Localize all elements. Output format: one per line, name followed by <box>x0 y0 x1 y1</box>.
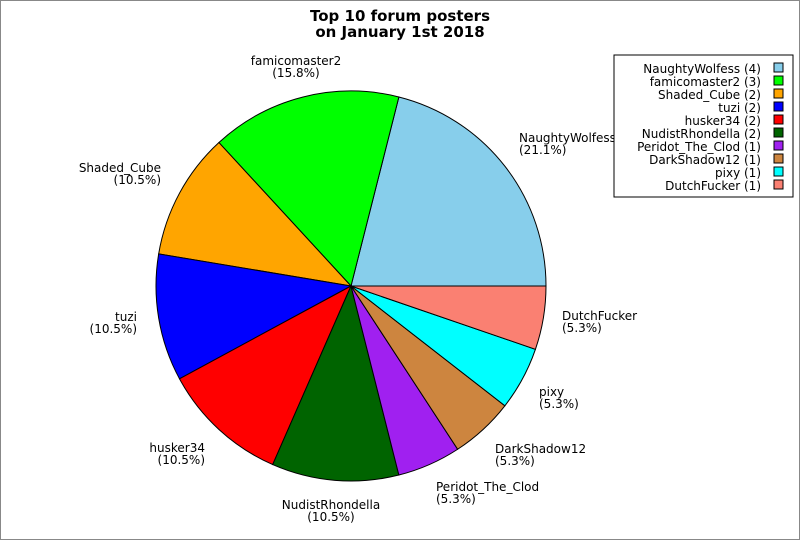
slice-percent-label: (10.5%) <box>307 510 354 524</box>
legend-entry: DutchFucker (1) <box>665 179 761 193</box>
chart-title-line-2: on January 1st 2018 <box>315 23 484 41</box>
legend-entry: husker34 (2) <box>685 114 761 128</box>
legend-entry: DarkShadow12 (1) <box>649 153 761 167</box>
legend-box <box>613 54 794 198</box>
pie-slice-dutchfucker <box>350 285 547 350</box>
legend-swatch <box>773 101 784 112</box>
legend-entry: Peridot_The_Clod (1) <box>637 140 761 154</box>
slice-percent-label: (10.5%) <box>114 173 161 187</box>
pie-slice-tuzi <box>155 253 353 380</box>
pie-slice-naughtywolfess <box>350 96 547 287</box>
legend-swatch <box>773 179 784 190</box>
legend-entry: NaughtyWolfess (4) <box>643 62 761 76</box>
slice-percent-label: (5.3%) <box>436 492 476 506</box>
legend-swatch <box>773 114 784 125</box>
slice-label: tuzi <box>115 310 137 324</box>
legend: NaughtyWolfess (4)famicomaster2 (3)Shade… <box>613 54 794 198</box>
slice-percent-label: (5.3%) <box>539 397 579 411</box>
chart-title-line-1: Top 10 forum posters <box>310 7 490 25</box>
slice-label: husker34 <box>149 441 205 455</box>
pie-slice-nudistrhondella <box>272 284 400 482</box>
slice-percent-label: (21.1%) <box>519 143 566 157</box>
pie-slice-shaded-cube <box>158 141 353 287</box>
slice-label: Shaded_Cube <box>79 161 161 175</box>
legend-entry: famicomaster2 (3) <box>650 75 761 89</box>
slice-percent-label: (15.8%) <box>272 66 319 80</box>
legend-swatch <box>773 75 784 86</box>
legend-entry: Shaded_Cube (2) <box>658 88 761 102</box>
slice-percent-label: (10.5%) <box>158 453 205 467</box>
legend-entry: NudistRhondella (2) <box>642 127 761 141</box>
legend-swatch <box>773 88 784 99</box>
legend-entry: tuzi (2) <box>718 101 761 115</box>
legend-swatch <box>773 153 784 164</box>
legend-swatch <box>773 166 784 177</box>
slice-label: NaughtyWolfess <box>519 131 616 145</box>
slice-label: DarkShadow12 <box>495 442 586 456</box>
slice-label: pixy <box>539 385 564 399</box>
legend-swatch <box>773 127 784 138</box>
slice-label: DutchFucker <box>562 309 637 323</box>
legend-swatch <box>773 140 784 151</box>
slice-percent-label: (5.3%) <box>562 321 602 335</box>
slice-label: famicomaster2 <box>251 54 342 68</box>
slice-percent-label: (5.3%) <box>495 454 535 468</box>
slice-label: Peridot_The_Clod <box>436 480 539 494</box>
pie-slice-famicomaster2 <box>218 90 400 288</box>
slice-percent-label: (10.5%) <box>90 322 137 336</box>
legend-swatch <box>773 62 784 73</box>
pie-slice-husker34 <box>178 284 353 466</box>
slice-label: NudistRhondella <box>282 498 380 512</box>
legend-entry: pixy (1) <box>715 166 761 180</box>
